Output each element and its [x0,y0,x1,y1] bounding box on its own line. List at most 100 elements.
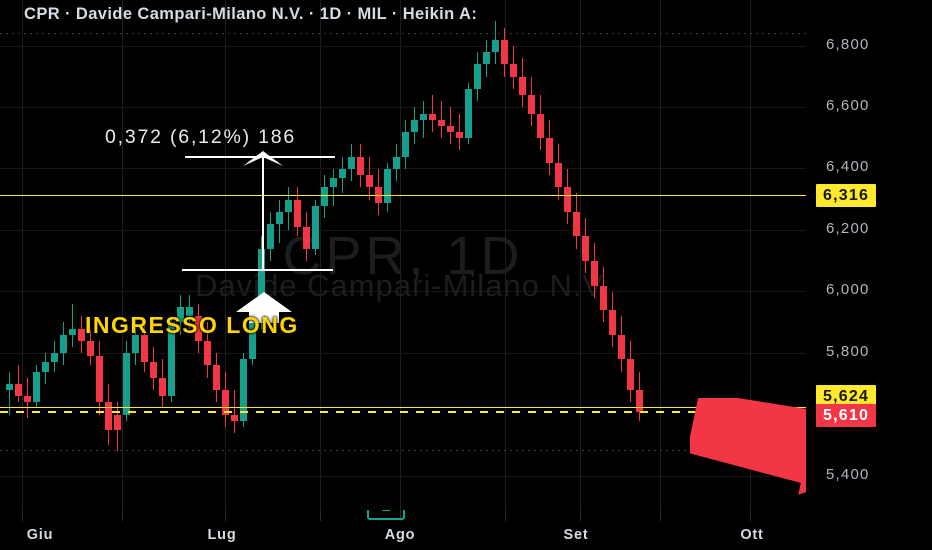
candle-body[interactable] [492,39,500,53]
price-badge-6316[interactable]: 6,316 [816,184,877,207]
candle-body[interactable] [420,113,428,120]
candle-body[interactable] [186,307,194,317]
candle-body[interactable] [141,334,149,363]
candle-wick [71,304,74,347]
candle-body[interactable] [276,211,284,225]
candle-body[interactable] [123,353,131,415]
candle-wick [422,101,425,139]
vertical-gridline [22,0,23,510]
chart-title: CPR · Davide Campari-Milano N.V. · 1D · … [24,5,478,23]
candle-body[interactable] [384,168,392,203]
measure-arrowhead-icon [243,151,283,166]
candle-body[interactable] [366,175,374,188]
candle-body[interactable] [321,187,329,206]
candle-body[interactable] [393,156,401,169]
candle-body[interactable] [240,359,248,421]
candle-body[interactable] [24,396,32,403]
vertical-gridline [225,0,226,510]
resistance-line-6316[interactable] [0,195,806,197]
candle-body[interactable] [447,125,455,132]
time-tick-label: Ott [740,527,764,543]
red-down-arrow-icon [690,398,806,498]
candle-body[interactable] [465,89,473,139]
candle-body[interactable] [285,199,293,212]
measure-vertical-line[interactable] [262,158,264,271]
candle-body[interactable] [33,371,41,403]
candle-body[interactable] [303,227,311,249]
candle-body[interactable] [312,205,320,249]
candle-body[interactable] [60,334,68,354]
candle-body[interactable] [87,340,95,357]
price-badge-5610[interactable]: 5,610 [816,404,877,427]
candle-body[interactable] [591,261,599,286]
candle-body[interactable] [564,187,572,212]
candle-body[interactable] [222,390,230,415]
candle-body[interactable] [195,316,203,341]
candle-body[interactable] [618,334,626,360]
candle-body[interactable] [609,310,617,335]
measure-tool[interactable]: 0,372 (6,12%) 186 [0,0,806,510]
candle-body[interactable] [204,340,212,366]
candle-body[interactable] [339,168,347,179]
candle-body[interactable] [429,113,437,120]
price-badge-5624[interactable]: 5,624 [816,385,877,408]
candle-body[interactable] [348,156,356,169]
candle-body[interactable] [168,322,176,397]
candle-body[interactable] [501,39,509,65]
candle-wick [8,371,11,415]
candle-body[interactable] [132,334,140,354]
candle-body[interactable] [411,119,419,132]
candle-body[interactable] [330,178,338,188]
candle-body[interactable] [456,132,464,139]
candle-body[interactable] [15,383,23,397]
candle-body[interactable] [249,322,257,360]
candle-body[interactable] [402,132,410,157]
chart-plot-area[interactable]: CPR, 1D Davide Campari-Milano N.V. 0,372… [0,0,806,510]
candle-body[interactable] [483,52,491,65]
horizontal-gridline [0,476,806,477]
candle-body[interactable] [636,390,644,412]
candle-body[interactable] [159,377,167,397]
measure-bottom-line[interactable] [182,269,333,271]
candle-body[interactable] [150,362,158,378]
candle-body[interactable] [375,187,383,203]
stop-line-5610[interactable] [0,411,806,413]
candle-body[interactable] [105,402,113,430]
horizontal-gridline [0,168,806,169]
candle-body[interactable] [474,64,482,89]
candle-body[interactable] [510,64,518,77]
candlestick-series[interactable] [0,0,806,510]
time-axis[interactable]: Giu Lug Ago Set Ott E [0,510,932,550]
candle-body[interactable] [267,224,275,249]
candle-body[interactable] [600,285,608,311]
candle-body[interactable] [96,356,104,403]
price-tick-label: 5,800 [826,343,870,360]
candle-body[interactable] [546,138,554,163]
candle-body[interactable] [294,199,302,228]
candle-body[interactable] [6,383,14,390]
candle-body[interactable] [555,162,563,188]
candle-body[interactable] [528,95,536,114]
candle-body[interactable] [537,113,545,139]
vertical-gridline [660,0,661,510]
price-axis[interactable]: 6,800 6,600 6,400 6,200 6,000 5,800 5,400 6,316… [806,0,932,510]
entry-long-label: INGRESSO LONG [85,312,299,338]
candle-body[interactable] [582,236,590,261]
candle-body[interactable] [438,119,446,126]
support-line-5624[interactable] [0,407,806,409]
candle-body[interactable] [519,76,527,96]
candle-body[interactable] [42,362,50,372]
candle-body[interactable] [114,414,122,430]
candle-body[interactable] [51,353,59,363]
candle-body[interactable] [69,328,77,335]
candle-body[interactable] [177,307,185,323]
candle-body[interactable] [627,359,635,390]
candle-body[interactable] [258,248,266,323]
candle-body[interactable] [231,414,239,421]
earnings-marker-badge[interactable]: E [367,510,405,520]
candle-body[interactable] [357,156,365,175]
candle-body[interactable] [78,328,86,341]
candle-body[interactable] [213,365,221,390]
candle-body[interactable] [573,211,581,237]
